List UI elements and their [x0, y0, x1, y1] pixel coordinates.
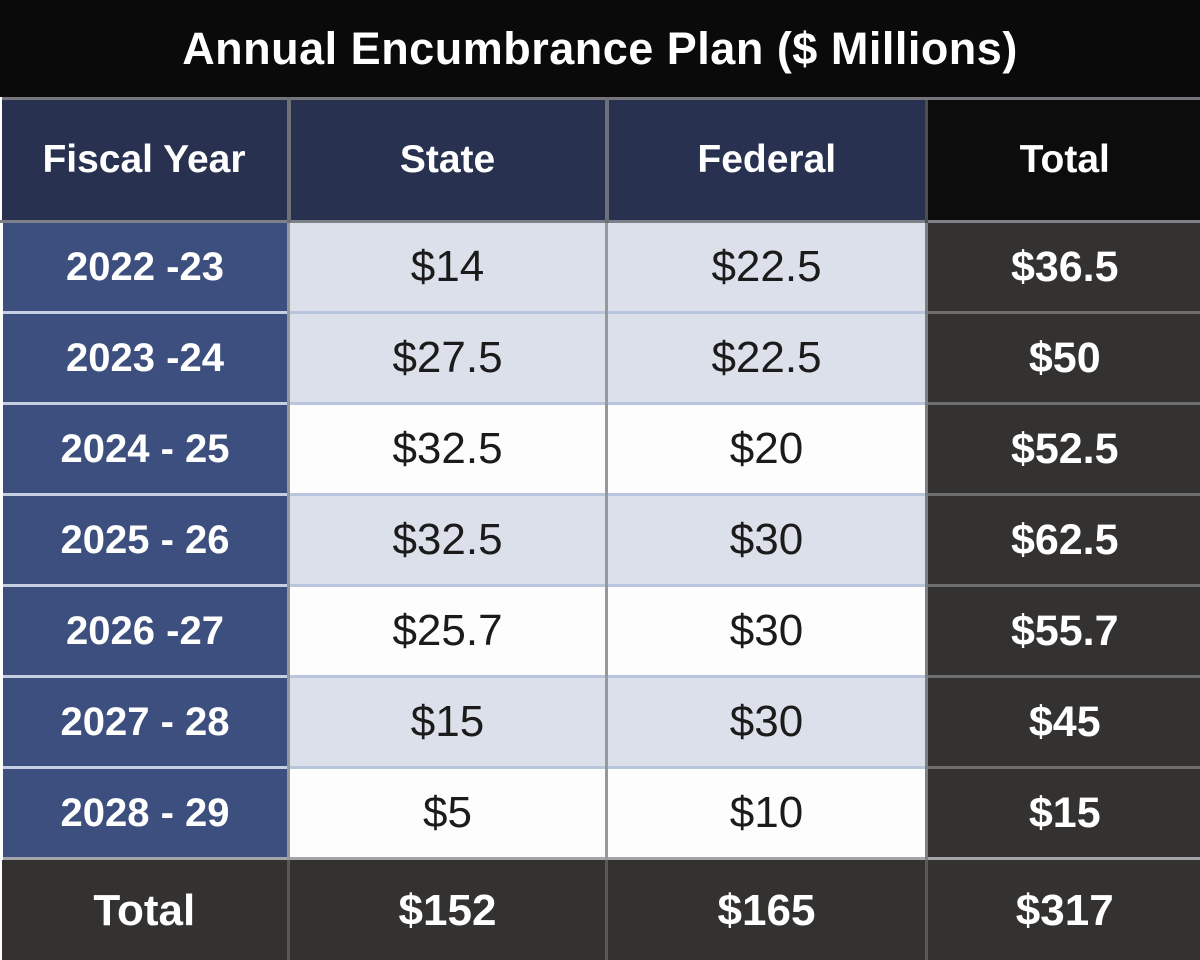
federal-value-cell: $30 [605, 493, 927, 586]
state-value-cell: $27.5 [287, 311, 607, 404]
column-header-state: State [286, 97, 607, 222]
total-value-cell: $15 [925, 766, 1200, 859]
fiscal-year-cell: 2026 -27 [0, 584, 289, 677]
table-row: 2025 - 26 $32.5 $30 $62.5 [0, 493, 1200, 586]
federal-value-cell: $30 [605, 675, 927, 768]
total-value-cell: $55.7 [925, 584, 1200, 677]
fiscal-year-cell: 2024 - 25 [0, 402, 289, 495]
state-value-cell: $32.5 [287, 493, 607, 586]
header-row: Fiscal Year State Federal Total [1, 97, 1200, 222]
federal-value-cell: $22.5 [605, 311, 927, 404]
total-value-cell: $45 [925, 675, 1200, 768]
fiscal-year-cell: 2022 -23 [0, 220, 289, 313]
state-value-cell: $15 [287, 675, 607, 768]
totals-grand-total-cell: $317 [925, 857, 1200, 960]
table-row: 2023 -24 $27.5 $22.5 $50 [0, 311, 1200, 404]
column-header-federal: Federal [604, 97, 927, 222]
federal-value-cell: $30 [605, 584, 927, 677]
totals-row: Total $152 $165 $317 [1, 857, 1200, 960]
total-value-cell: $62.5 [925, 493, 1200, 586]
state-value-cell: $14 [287, 220, 607, 313]
fiscal-year-cell: 2025 - 26 [0, 493, 289, 586]
encumbrance-table: Fiscal Year State Federal Total 2022 -23… [0, 97, 1200, 960]
table-row: 2027 - 28 $15 $30 $45 [0, 675, 1200, 768]
fiscal-year-cell: 2023 -24 [0, 311, 289, 404]
fiscal-year-cell: 2028 - 29 [0, 766, 289, 859]
table-row: 2022 -23 $14 $22.5 $36.5 [0, 220, 1200, 313]
table-row: 2028 - 29 $5 $10 $15 [0, 766, 1200, 859]
state-value-cell: $32.5 [287, 402, 607, 495]
total-value-cell: $36.5 [925, 220, 1200, 313]
state-value-cell: $5 [287, 766, 607, 859]
table-row: 2026 -27 $25.7 $30 $55.7 [0, 584, 1200, 677]
federal-value-cell: $10 [605, 766, 927, 859]
table-title: Annual Encumbrance Plan ($ Millions) [0, 0, 1200, 97]
table-row: 2024 - 25 $32.5 $20 $52.5 [0, 402, 1200, 495]
total-value-cell: $52.5 [925, 402, 1200, 495]
federal-value-cell: $20 [605, 402, 927, 495]
total-value-cell: $50 [925, 311, 1200, 404]
federal-value-cell: $22.5 [605, 220, 927, 313]
table-title-text: Annual Encumbrance Plan ($ Millions) [182, 22, 1018, 74]
state-value-cell: $25.7 [287, 584, 607, 677]
totals-federal-cell: $165 [605, 857, 927, 960]
totals-label-cell: Total [1, 857, 289, 960]
column-header-fiscal-year: Fiscal Year [1, 97, 289, 222]
totals-state-cell: $152 [287, 857, 607, 960]
fiscal-year-cell: 2027 - 28 [0, 675, 289, 768]
column-header-total: Total [925, 97, 1200, 222]
